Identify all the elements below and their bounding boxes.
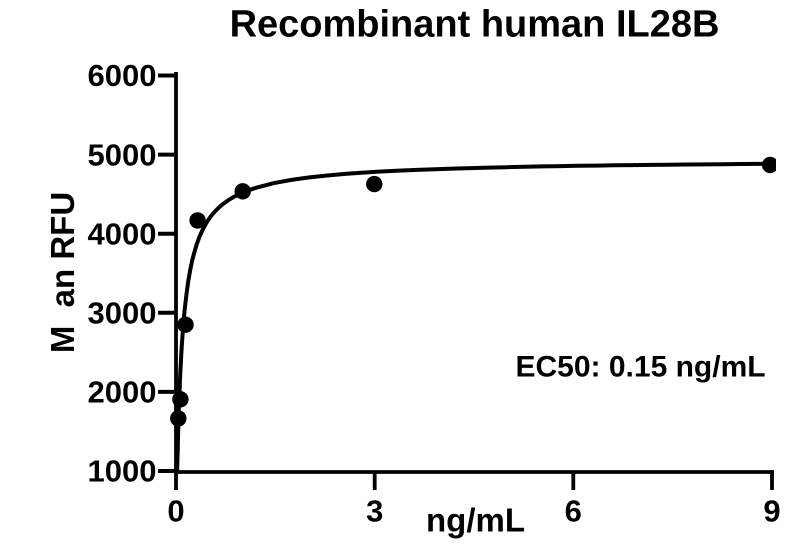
svg-text:1000: 1000	[88, 454, 157, 489]
svg-text:Recombinant human IL28B: Recombinant human IL28B	[230, 4, 720, 46]
svg-text:6: 6	[565, 494, 582, 529]
svg-text:ng/mL: ng/mL	[426, 501, 525, 538]
svg-text:4000: 4000	[88, 216, 157, 251]
svg-text:5000: 5000	[88, 137, 157, 172]
svg-text:3000: 3000	[88, 296, 157, 331]
svg-text:0: 0	[167, 494, 184, 529]
svg-text:3: 3	[366, 494, 383, 529]
svg-text:2000: 2000	[88, 375, 157, 410]
svg-text:6000: 6000	[88, 58, 157, 93]
svg-text:EC50: 0.15 ng/mL: EC50: 0.15 ng/mL	[516, 350, 766, 383]
svg-text:9: 9	[763, 494, 780, 529]
svg-text:M an RFU: M an RFU	[44, 192, 81, 353]
